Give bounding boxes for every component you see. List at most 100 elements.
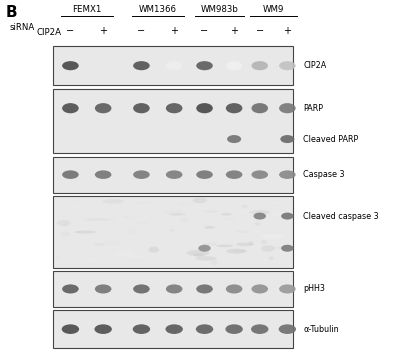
- Ellipse shape: [261, 234, 284, 239]
- Ellipse shape: [94, 324, 112, 334]
- Ellipse shape: [93, 243, 106, 246]
- Ellipse shape: [95, 170, 112, 179]
- Ellipse shape: [226, 284, 242, 293]
- Ellipse shape: [136, 202, 152, 204]
- Ellipse shape: [279, 170, 296, 179]
- Ellipse shape: [110, 237, 119, 239]
- Ellipse shape: [133, 103, 150, 113]
- Ellipse shape: [166, 103, 182, 113]
- Ellipse shape: [187, 250, 209, 256]
- Ellipse shape: [57, 220, 71, 226]
- FancyBboxPatch shape: [53, 196, 293, 267]
- Ellipse shape: [252, 61, 268, 70]
- Ellipse shape: [178, 203, 194, 205]
- Ellipse shape: [86, 218, 108, 221]
- Text: CIP2A: CIP2A: [37, 28, 62, 37]
- Ellipse shape: [204, 226, 215, 229]
- Ellipse shape: [272, 212, 293, 216]
- Ellipse shape: [279, 324, 296, 334]
- Ellipse shape: [204, 243, 218, 245]
- Ellipse shape: [95, 103, 112, 113]
- Ellipse shape: [269, 257, 274, 260]
- Ellipse shape: [252, 103, 268, 113]
- Ellipse shape: [203, 210, 218, 213]
- Ellipse shape: [249, 210, 270, 215]
- Text: B: B: [5, 5, 17, 20]
- Text: Cleaved PARP: Cleaved PARP: [303, 135, 358, 144]
- Ellipse shape: [122, 215, 143, 219]
- Ellipse shape: [234, 210, 256, 214]
- Text: Caspase 3: Caspase 3: [303, 170, 345, 179]
- Ellipse shape: [164, 210, 182, 215]
- Ellipse shape: [170, 213, 186, 216]
- Ellipse shape: [261, 246, 275, 252]
- Ellipse shape: [109, 218, 117, 223]
- Ellipse shape: [62, 61, 79, 70]
- Ellipse shape: [261, 240, 267, 244]
- Ellipse shape: [195, 256, 217, 261]
- Ellipse shape: [166, 170, 182, 179]
- Ellipse shape: [62, 170, 79, 179]
- Ellipse shape: [255, 222, 260, 225]
- Text: siRNA: siRNA: [9, 23, 34, 32]
- Ellipse shape: [276, 246, 286, 249]
- Ellipse shape: [104, 240, 120, 246]
- Ellipse shape: [249, 241, 253, 246]
- Ellipse shape: [103, 199, 124, 204]
- Ellipse shape: [166, 284, 182, 293]
- Ellipse shape: [226, 170, 242, 179]
- Text: −: −: [200, 26, 208, 36]
- Ellipse shape: [251, 324, 268, 334]
- Ellipse shape: [270, 202, 281, 203]
- Text: FEMX1: FEMX1: [72, 5, 102, 14]
- Text: WM1366: WM1366: [139, 5, 177, 14]
- Ellipse shape: [57, 200, 66, 203]
- Ellipse shape: [74, 231, 96, 234]
- Ellipse shape: [279, 103, 296, 113]
- Ellipse shape: [254, 213, 266, 220]
- Ellipse shape: [252, 284, 268, 293]
- Ellipse shape: [242, 205, 248, 208]
- Ellipse shape: [198, 245, 211, 252]
- Ellipse shape: [196, 170, 213, 179]
- Ellipse shape: [133, 170, 150, 179]
- Ellipse shape: [62, 324, 79, 334]
- Ellipse shape: [126, 228, 137, 234]
- Ellipse shape: [60, 232, 70, 236]
- Ellipse shape: [281, 245, 294, 252]
- Ellipse shape: [236, 242, 254, 246]
- Ellipse shape: [166, 61, 182, 70]
- Ellipse shape: [127, 215, 149, 220]
- Ellipse shape: [196, 61, 213, 70]
- Ellipse shape: [227, 135, 241, 143]
- Ellipse shape: [142, 245, 152, 248]
- FancyBboxPatch shape: [53, 157, 293, 193]
- Text: WM9: WM9: [263, 5, 284, 14]
- Text: WM983b: WM983b: [200, 5, 238, 14]
- Ellipse shape: [196, 103, 213, 113]
- Ellipse shape: [120, 238, 130, 240]
- Text: +: +: [283, 26, 291, 36]
- Text: +: +: [170, 26, 178, 36]
- Text: +: +: [99, 26, 107, 36]
- Ellipse shape: [57, 256, 61, 259]
- Ellipse shape: [62, 103, 79, 113]
- Ellipse shape: [148, 247, 159, 253]
- Text: −: −: [256, 26, 264, 36]
- Ellipse shape: [166, 324, 183, 334]
- Ellipse shape: [210, 261, 218, 265]
- Ellipse shape: [77, 215, 92, 221]
- Ellipse shape: [62, 284, 79, 293]
- FancyBboxPatch shape: [53, 89, 293, 153]
- Text: −: −: [66, 26, 74, 36]
- FancyBboxPatch shape: [53, 271, 293, 307]
- Ellipse shape: [95, 284, 112, 293]
- Ellipse shape: [196, 324, 213, 334]
- Ellipse shape: [180, 252, 186, 258]
- Ellipse shape: [226, 249, 246, 254]
- Ellipse shape: [196, 284, 213, 293]
- Ellipse shape: [135, 222, 150, 224]
- Ellipse shape: [133, 324, 150, 334]
- Ellipse shape: [194, 253, 204, 257]
- Ellipse shape: [193, 197, 207, 203]
